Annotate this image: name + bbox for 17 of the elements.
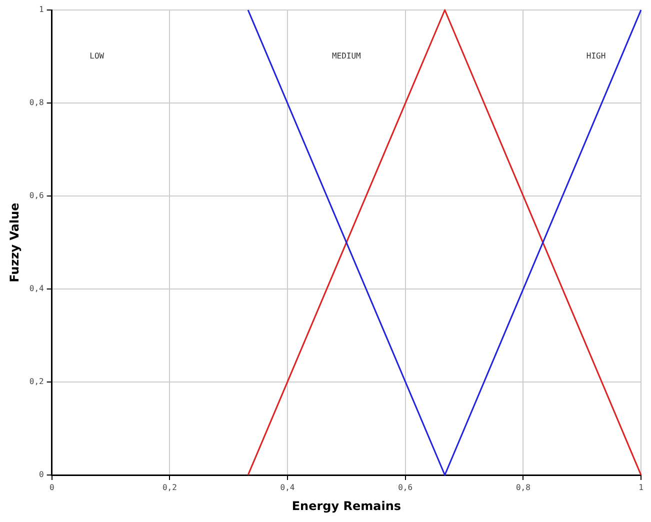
y-tick-label: 0,4 xyxy=(29,284,44,294)
y-tick-label: 0 xyxy=(39,470,44,480)
x-tick-label: 0,6 xyxy=(398,482,413,492)
annotation: LOW xyxy=(90,52,104,61)
y-tick-label: 0,8 xyxy=(29,98,44,108)
y-tick-label: 0,6 xyxy=(29,191,44,200)
annotation: HIGH xyxy=(586,52,606,61)
x-tick-label: 1 xyxy=(638,482,644,492)
y-axis-title: Fuzzy Value xyxy=(7,202,22,282)
y-tick-label: 1 xyxy=(39,5,44,14)
x-tick-label: 0,2 xyxy=(162,482,178,492)
x-tick-label: 0,8 xyxy=(516,482,531,492)
y-tick-label: 0,2 xyxy=(29,377,44,386)
annotation: MEDIUM xyxy=(332,52,362,61)
x-axis-title: Energy Remains xyxy=(292,498,402,513)
x-tick-label: 0 xyxy=(49,482,54,492)
x-tick-label: 0,4 xyxy=(280,482,295,492)
